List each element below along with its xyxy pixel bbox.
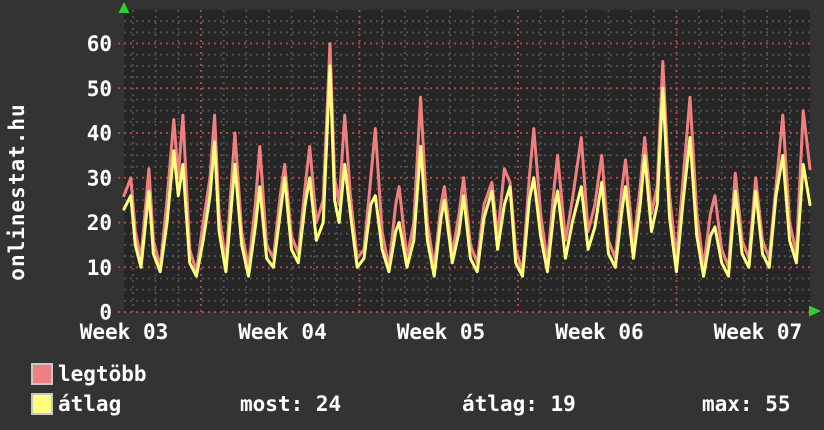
stat-atlag-value: 19 (550, 392, 576, 416)
x-week-label: Week 07 (714, 320, 803, 344)
legend-swatch-legtobb (31, 363, 53, 385)
legend-swatch-atlag (31, 393, 53, 415)
y-tick-label: 0 (99, 301, 112, 325)
stat-most-value: 24 (315, 392, 342, 416)
legend-row-atlag: átlag most: 24 átlag: 19 max: 55 (0, 392, 824, 418)
y-axis-arrow-icon (118, 2, 130, 13)
stat-max-label: max: (702, 392, 753, 416)
stat-most: most: 24 (240, 392, 341, 416)
x-week-label: Week 03 (80, 320, 169, 344)
x-week-label: Week 06 (555, 320, 644, 344)
x-week-label: Week 04 (238, 320, 327, 344)
x-axis-arrow-icon (809, 305, 821, 317)
legend-label-legtobb: legtöbb (58, 362, 147, 386)
series-line-atlag (122, 64, 812, 278)
stat-most-label: most: (240, 392, 304, 416)
stat-atlag: átlag: 19 (462, 392, 576, 416)
y-tick-label: 50 (87, 77, 112, 101)
stat-max: max: 55 (702, 392, 791, 416)
y-tick-label: 40 (87, 122, 112, 146)
y-tick-label: 10 (87, 256, 112, 280)
y-tick-label: 20 (87, 211, 112, 235)
y-tick-label: 30 (87, 166, 112, 190)
legend: legtöbb átlag most: 24 átlag: 19 max: 55 (0, 356, 824, 430)
y-tick-label: 60 (87, 32, 112, 56)
series-line-legtobb (122, 42, 812, 274)
x-week-label: Week 05 (397, 320, 486, 344)
line-chart: 0 10 20 30 40 50 60 Week 03 Week 04 Week 05 Week 0… (80, 2, 821, 344)
legend-row-legtobb: legtöbb (0, 362, 824, 388)
legend-label-atlag: átlag (58, 392, 122, 416)
stat-atlag-label: átlag: (462, 392, 538, 416)
stat-max-value: 55 (765, 392, 791, 416)
